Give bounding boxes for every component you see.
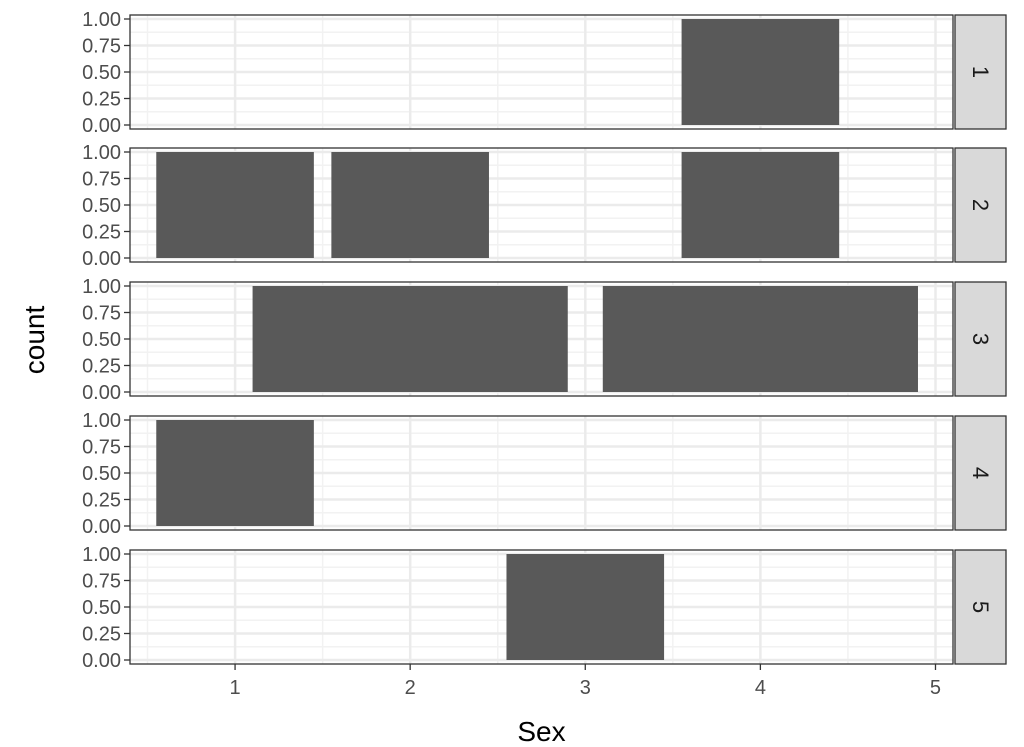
y-tick-label: 0.50 — [82, 329, 121, 351]
y-tick-label: 0.00 — [82, 650, 121, 672]
bar — [506, 554, 665, 660]
y-tick-label: 1.00 — [82, 410, 121, 432]
x-axis: 1 2 3 4 5 — [230, 664, 941, 699]
y-tick-label: 1.00 — [82, 9, 121, 31]
bar — [681, 152, 840, 258]
bar — [681, 19, 840, 125]
facet-panel: 0.00 0.25 0.50 0.75 1.00 2 — [82, 142, 1007, 270]
facet-strip-label: 4 — [968, 467, 993, 479]
facet-strip-label: 1 — [968, 66, 993, 78]
y-tick-label: 0.75 — [82, 169, 121, 191]
y-tick-label: 0.50 — [82, 62, 121, 84]
y-tick-label: 0.25 — [82, 624, 121, 646]
facet-strip — [954, 14, 1007, 130]
y-tick-label: 0.00 — [82, 382, 121, 404]
bar — [331, 152, 489, 258]
facet-strip — [954, 549, 1007, 665]
y-tick-label: 0.00 — [82, 516, 121, 538]
x-tick-label: 3 — [580, 677, 591, 699]
bar — [156, 420, 314, 526]
bar — [156, 152, 314, 258]
x-tick-label: 1 — [230, 677, 241, 699]
x-tick-label: 2 — [405, 677, 416, 699]
y-tick-label: 1.00 — [82, 276, 121, 298]
facet-panel: 0.00 0.25 0.50 0.75 1.00 1 — [82, 9, 1007, 137]
y-tick-label: 0.75 — [82, 437, 121, 459]
facet-strip-label: 2 — [968, 199, 993, 211]
x-axis-title: Sex — [517, 716, 565, 747]
x-tick-label: 5 — [930, 677, 941, 699]
y-tick-label: 0.75 — [82, 571, 121, 593]
y-tick-label: 1.00 — [82, 142, 121, 164]
facet-strip-label: 5 — [968, 601, 993, 613]
facet-strip — [954, 147, 1007, 263]
y-tick-label: 0.25 — [82, 490, 121, 512]
facet-strip — [954, 415, 1007, 531]
y-tick-label: 0.50 — [82, 597, 121, 619]
facet-panel: 0.00 0.25 0.50 0.75 1.00 4 — [82, 410, 1007, 538]
y-tick-label: 0.00 — [82, 248, 121, 270]
facet-panels: 0.00 0.25 0.50 0.75 1.00 1 0.00 0.25 0.50 0.75 1.0… — [82, 9, 1007, 672]
facet-strip — [954, 281, 1007, 397]
y-tick-label: 0.50 — [82, 195, 121, 217]
bar — [602, 286, 918, 392]
facet-panel: 0.00 0.25 0.50 0.75 1.00 3 — [82, 276, 1007, 404]
y-tick-label: 0.25 — [82, 356, 121, 378]
x-tick-label: 4 — [755, 677, 766, 699]
y-tick-label: 1.00 — [82, 544, 121, 566]
y-tick-label: 0.75 — [82, 303, 121, 325]
y-tick-label: 0.75 — [82, 36, 121, 58]
y-tick-label: 0.25 — [82, 89, 121, 111]
y-tick-label: 0.25 — [82, 222, 121, 244]
y-tick-label: 0.50 — [82, 463, 121, 485]
bar — [252, 286, 568, 392]
facet-panel: 0.00 0.25 0.50 0.75 1.00 5 — [82, 544, 1007, 672]
facet-strip-label: 3 — [968, 333, 993, 345]
y-tick-label: 0.00 — [82, 115, 121, 137]
y-axis-title: count — [19, 306, 50, 375]
